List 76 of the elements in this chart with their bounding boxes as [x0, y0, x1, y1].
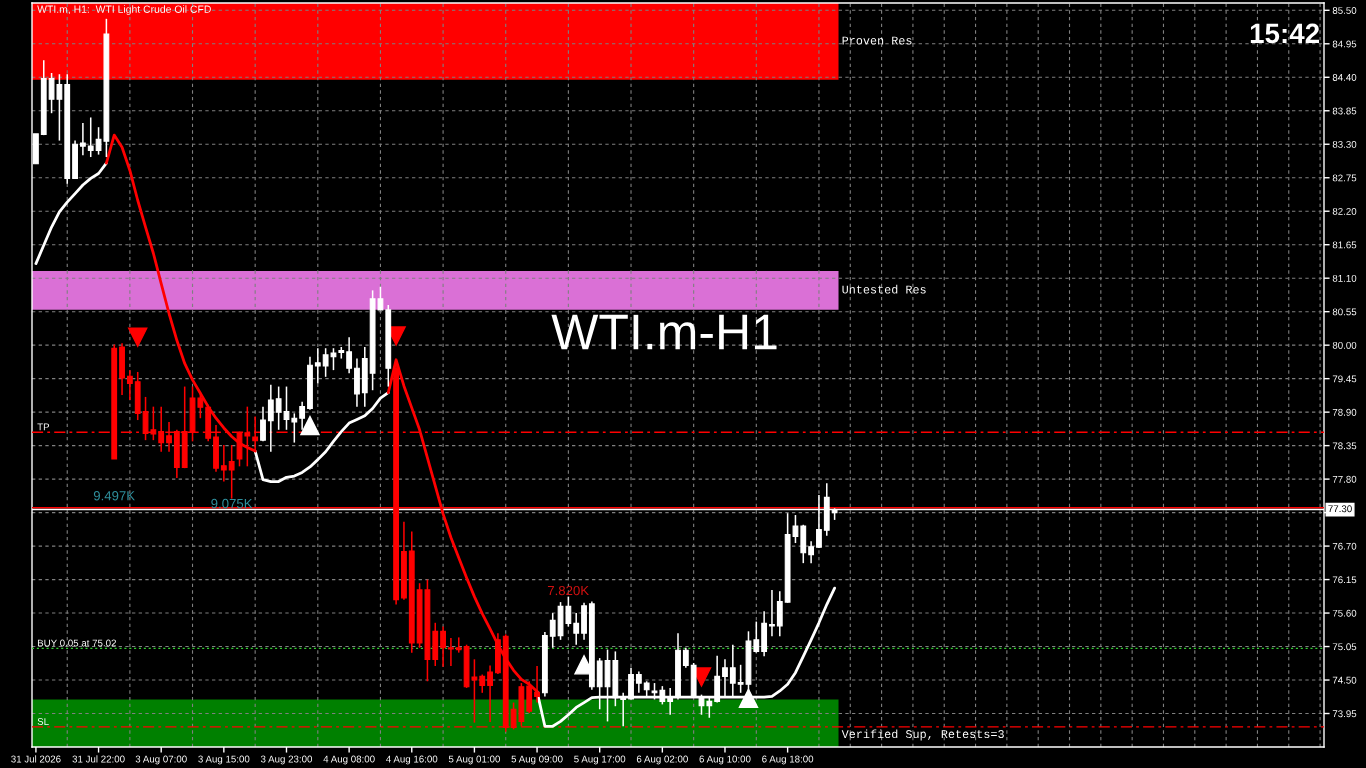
candlestick: [79, 122, 86, 156]
y-tick-label: 76.70: [1332, 542, 1357, 550]
x-tick-label: 6 Aug 10:00: [699, 755, 751, 765]
candlestick: [722, 658, 728, 698]
y-tick-label: 76.15: [1332, 576, 1357, 584]
candlestick: [87, 116, 94, 158]
candlestick: [440, 625, 446, 668]
x-tick-label: 3 Aug 23:00: [260, 755, 313, 765]
band-label: Untested Res: [842, 284, 926, 294]
point: [300, 415, 320, 436]
x-tick-label: 5 Aug 17:00: [574, 755, 626, 765]
annotation: WTI.m-H1: [551, 314, 777, 350]
candlestick: [228, 444, 235, 500]
candlestick: [753, 620, 760, 654]
y-tick-label: 85.50: [1332, 7, 1357, 14]
x-tick-label: 4 Aug 08:00: [323, 755, 375, 765]
chart-title: WTI.m, H1: WTI Light Crude Oil CFD: [37, 5, 211, 15]
x-tick-label: 4 Aug 16:00: [386, 755, 438, 765]
candlestick: [448, 637, 454, 667]
candlestick: [291, 412, 298, 444]
y-tick-label: 77.80: [1332, 475, 1357, 483]
candlestick: [479, 673, 486, 694]
y-tick-label: 73.95: [1332, 710, 1357, 718]
candlestick: [220, 444, 227, 483]
y-tick-label: 80.00: [1332, 341, 1357, 349]
y-tick-label: 80.55: [1332, 308, 1357, 316]
y-tick-label: 82.20: [1332, 207, 1357, 215]
candlestick: [667, 687, 674, 716]
x-tick-label: 6 Aug 18:00: [762, 755, 814, 765]
candlestick: [260, 405, 266, 443]
ref-line-label: BUY 0.05 at 75.02: [37, 639, 116, 647]
y-tick-label: 81.10: [1332, 274, 1357, 282]
x-tick-label: 31 Jul 22:00: [72, 755, 125, 763]
y-tick-label: 82.75: [1332, 174, 1357, 182]
y-tick-label: 84.40: [1332, 74, 1357, 81]
x-tick-label: 6 Aug 02:00: [636, 755, 688, 765]
candlestick: [682, 646, 689, 669]
y-tick-label: 75.05: [1332, 643, 1357, 651]
ref-line-label: SL: [37, 718, 49, 725]
point: [127, 327, 148, 347]
candlestick: [267, 383, 274, 453]
candlestick: [729, 643, 736, 698]
x-tick-label: 31 Jul 2026: [11, 755, 61, 763]
candlestick: [549, 612, 556, 649]
candlestick: [635, 670, 642, 694]
y-tick-label: 78.90: [1332, 408, 1357, 416]
candlestick: [455, 636, 462, 654]
y-tick-label: 84.95: [1332, 40, 1357, 48]
candlestick: [314, 347, 321, 385]
candlestick: [808, 540, 815, 564]
point: [738, 688, 759, 709]
annotation: 15:42: [1250, 23, 1320, 44]
x-tick-label: 3 Aug 07:00: [135, 755, 187, 765]
ref-line-label: 77.30: [1328, 505, 1352, 513]
band-label: Verified Sup, Retests=3: [841, 729, 1004, 741]
ref-line-label: TP: [37, 423, 50, 431]
annotation: 9.497K: [93, 491, 135, 501]
y-tick-label: 74.50: [1332, 676, 1357, 684]
x-tick-label: 3 Aug 15:00: [198, 755, 250, 765]
y-tick-label: 79.45: [1332, 375, 1357, 383]
candlestick: [706, 695, 713, 719]
candlestick: [487, 664, 493, 723]
annotation: 7.820K: [547, 585, 589, 596]
y-tick-label: 83.30: [1332, 140, 1357, 148]
y-tick-label: 81.65: [1332, 241, 1357, 249]
candlestick: [346, 336, 353, 374]
band-label: Proven Res: [842, 36, 912, 45]
candlestick: [573, 612, 580, 646]
y-tick-label: 75.60: [1332, 609, 1357, 617]
y-tick-label: 78.35: [1332, 442, 1357, 450]
y-tick-label: 83.85: [1332, 107, 1357, 115]
candlestick: [769, 589, 775, 637]
x-tick-label: 5 Aug 01:00: [448, 755, 500, 765]
candlestick: [126, 369, 133, 401]
x-tick-label: 5 Aug 09:00: [511, 755, 563, 765]
annotation: 9.075K: [211, 498, 253, 509]
